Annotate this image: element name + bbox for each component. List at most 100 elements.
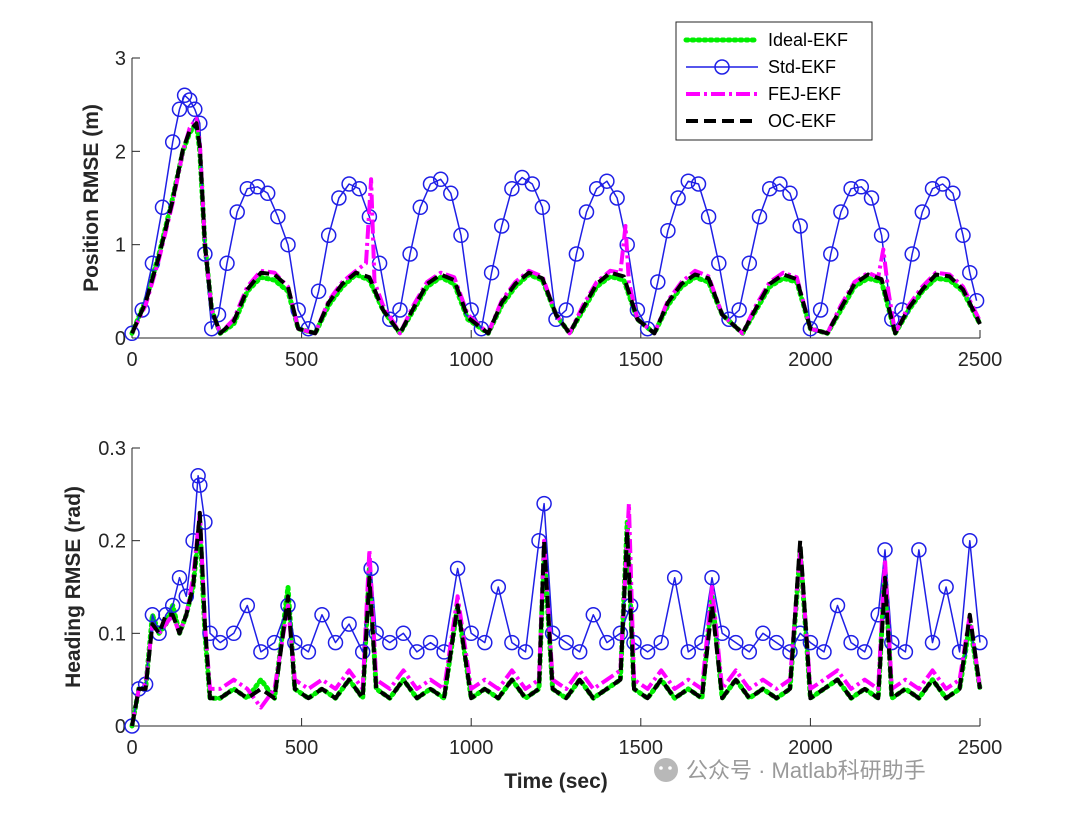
top-data-point (124, 325, 140, 342)
top-data-point (341, 176, 357, 192)
bottom-y-tick-label: 0.3 (98, 438, 126, 460)
top-x-tick-label: 1000 (449, 349, 494, 371)
top-y-tick-label: 3 (115, 48, 126, 70)
top-series-fej-ekf (130, 116, 982, 336)
bottom-data-point (856, 644, 873, 660)
top-data-point (680, 173, 697, 189)
top-y-tick-label: 2 (115, 141, 126, 163)
top-data-point (432, 171, 449, 188)
bottom-data-point (314, 607, 330, 623)
top-data-point (171, 101, 188, 118)
top-data-point (534, 199, 551, 216)
top-data-point (331, 190, 347, 206)
bottom-data-point (666, 569, 683, 586)
bottom-data-point (190, 468, 206, 484)
bottom-data-point (463, 625, 479, 642)
top-data-point (812, 302, 829, 318)
top-data-point (270, 208, 286, 225)
top-data-point (320, 227, 337, 244)
top-data-point (721, 311, 737, 328)
top-x-tick-label: 2500 (958, 349, 1003, 371)
top-series-line (130, 116, 982, 336)
bottom-data-point (544, 625, 561, 642)
top-data-point (422, 176, 439, 192)
bottom-data-point (694, 634, 710, 651)
bottom-data-point (639, 644, 656, 660)
top-series-ideal-ekf (129, 120, 983, 336)
top-data-point (599, 173, 615, 189)
top-data-point (219, 255, 235, 272)
bottom-series-line (131, 475, 981, 727)
heading-rmse-plot: 0 500 1000 1500 2000 2500 0 0.1 0.2 0.3 (98, 438, 1002, 759)
bottom-data-point (599, 634, 615, 651)
top-data-point (823, 246, 839, 262)
top-data-point (863, 190, 880, 206)
bottom-data-point (704, 569, 720, 586)
bottom-x-tick-label: 500 (285, 737, 318, 759)
watermark-text: 公众号 · Matlab科研助手 (686, 758, 926, 783)
top-data-point (578, 204, 595, 220)
position-rmse-plot: 0 500 1000 1500 2000 2500 0 1 2 3 (115, 48, 1002, 371)
top-data-point (914, 204, 931, 220)
top-x-tick-label: 500 (285, 349, 318, 371)
top-data-point (210, 306, 227, 323)
bottom-series-fej-ekf (130, 501, 982, 727)
top-y-tick-label: 0 (115, 328, 126, 350)
top-data-point (290, 302, 306, 318)
top-data-point (761, 180, 778, 197)
x-axis-label: Time (sec) (504, 770, 608, 793)
legend: Ideal-EKF Std-EKF FEJ-EKF OC-EKF (675, 21, 873, 141)
bottom-data-point (422, 634, 439, 651)
bottom-x-tick-label: 1000 (449, 737, 494, 759)
bottom-series-line (130, 510, 982, 727)
bottom-x-tick-label: 0 (126, 737, 137, 759)
bottom-data-point (449, 560, 466, 577)
bottom-series-line (130, 501, 982, 727)
bottom-series-ideal-ekf (129, 519, 983, 729)
bottom-data-point (768, 634, 785, 651)
top-data-point (229, 204, 245, 220)
top-x-tick-label: 1500 (619, 349, 664, 371)
bottom-data-point (829, 597, 846, 614)
bottom-data-point (755, 625, 771, 642)
top-data-point (782, 185, 798, 202)
top-data-point (402, 246, 418, 262)
bottom-data-point (802, 634, 819, 651)
bottom-data-point (571, 644, 588, 660)
bottom-data-point (202, 625, 218, 642)
top-data-point (934, 176, 951, 192)
top-data-point (741, 255, 758, 272)
bottom-data-point (897, 644, 914, 660)
top-data-point (792, 218, 808, 234)
top-data-point (833, 204, 849, 220)
wechat-icon (654, 758, 678, 782)
top-data-point (187, 101, 203, 118)
bottom-data-point (382, 634, 398, 651)
bottom-data-point (300, 644, 317, 660)
legend-std-ekf-label: Std-EKF (768, 57, 836, 77)
top-data-point (443, 185, 459, 202)
top-series-line (129, 120, 983, 336)
bottom-data-point (504, 634, 520, 651)
top-data-point (453, 227, 469, 244)
bottom-data-point (287, 634, 303, 651)
bottom-data-point (728, 634, 744, 651)
top-x-tick-label: 0 (126, 349, 137, 371)
bottom-data-point (741, 644, 758, 660)
top-data-point (483, 264, 500, 281)
top-data-point (493, 218, 510, 234)
top-data-point (164, 134, 181, 150)
top-data-point (873, 227, 890, 244)
top-data-point (280, 236, 296, 253)
top-data-point (843, 180, 859, 197)
bottom-data-point (327, 634, 344, 651)
top-series-line (131, 94, 978, 334)
top-x-tick-label: 2000 (788, 349, 833, 371)
legend-std-ekf-marker (714, 59, 730, 75)
bottom-x-tick-label: 2000 (788, 737, 833, 759)
top-data-point (392, 302, 408, 318)
bottom-data-point (178, 588, 195, 605)
top-data-point (412, 199, 429, 216)
